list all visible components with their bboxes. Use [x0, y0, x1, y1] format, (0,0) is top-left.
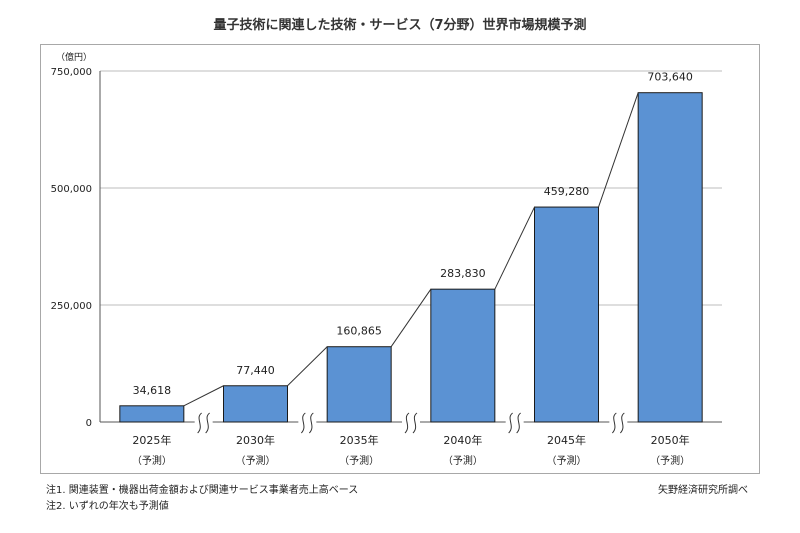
bar: [534, 206, 599, 423]
axis-break-gap: [194, 413, 213, 435]
y-tick-label: 500,000: [51, 184, 92, 195]
axis-break-mark: [412, 412, 418, 434]
y-tick-label: 0: [86, 418, 92, 429]
data-label: 283,830: [440, 267, 486, 280]
x-tick-label: 2040年: [443, 433, 482, 447]
x-tick-sublabel: （予測）: [132, 454, 172, 467]
connector-line: [494, 206, 535, 290]
axis-break-mark: [611, 412, 617, 434]
source-credit: 矢野経済研究所調べ: [658, 485, 748, 496]
axis-break-mark: [508, 412, 514, 434]
axis-break-gap: [505, 413, 524, 435]
x-tick-sublabel: （予測）: [236, 454, 276, 467]
axis-break-gap: [402, 413, 420, 435]
data-label: 160,865: [336, 325, 382, 338]
data-label: 459,280: [544, 185, 590, 198]
axis-break-gap: [298, 413, 317, 435]
bar: [119, 405, 185, 423]
y-tick-label: 250,000: [51, 301, 92, 312]
footnote-1: 注1. 関連装置・機器出荷金額および関連サービス事業者売上高ベース: [46, 485, 359, 496]
connector-line: [598, 92, 639, 208]
bar: [223, 385, 288, 423]
x-tick-sublabel: （予測）: [443, 454, 483, 467]
axis-break-mark: [300, 412, 306, 434]
y-tick-label: 750,000: [51, 67, 92, 78]
axis-break-mark: [516, 412, 522, 434]
data-label: 703,640: [647, 71, 693, 84]
chart-frame: [40, 44, 760, 474]
x-tick-sublabel: （予測）: [339, 454, 379, 467]
connector-line: [287, 346, 328, 387]
x-tick-label: 2035年: [340, 433, 379, 447]
axis-break-gap: [609, 413, 628, 435]
axis-break-mark: [308, 412, 314, 434]
bar: [326, 346, 392, 423]
axis-break-mark: [404, 412, 410, 434]
chart-title: 量子技術に関連した技術・サービス（7分野）世界市場規模予測: [213, 18, 587, 33]
x-tick-label: 2045年: [547, 433, 586, 447]
x-tick-label: 2025年: [132, 433, 171, 447]
x-tick-label: 2050年: [651, 433, 690, 447]
footnote-2: 注2. いずれの年次も予測値: [46, 501, 169, 512]
x-tick-sublabel: （予測）: [547, 454, 587, 467]
bar: [637, 92, 703, 423]
connector-line: [183, 385, 224, 407]
bar: [430, 288, 496, 423]
y-unit-label: （億円）: [56, 51, 92, 63]
x-tick-sublabel: （予測）: [650, 454, 690, 467]
data-label: 77,440: [236, 364, 275, 377]
axis-break-mark: [197, 412, 203, 434]
x-tick-label: 2030年: [236, 433, 275, 447]
axis-break-mark: [619, 412, 625, 434]
axis-break-mark: [205, 412, 211, 434]
data-label: 34,618: [133, 384, 172, 397]
connector-line: [390, 288, 432, 347]
